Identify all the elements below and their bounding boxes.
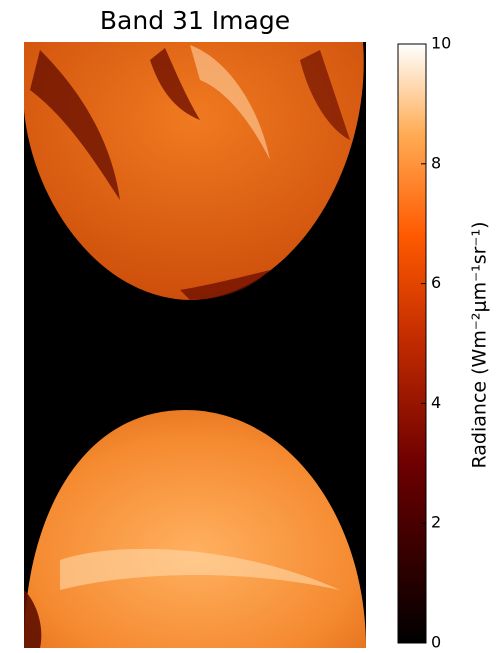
colorbar-tick-label: 10 [431,34,451,53]
colorbar-label: Radiance (Wm⁻²μm⁻¹sr⁻¹) [469,222,491,469]
chart-title: Band 31 Image [100,6,290,35]
colorbar-tick-label: 4 [431,393,441,412]
image [24,42,366,648]
chart: Band 31 Image Radiance (Wm⁻²μm⁻¹sr⁻¹) 0 2… [0,0,503,653]
colorbar-tick-label: 6 [431,273,441,292]
colorbar [398,44,426,643]
colorbar-tick-label: 2 [431,513,441,532]
colorbar-tick-label: 0 [431,633,441,652]
page: {"chart_data": {"type": "image", "title"… [0,0,503,653]
colorbar-tick-label: 8 [431,153,441,172]
